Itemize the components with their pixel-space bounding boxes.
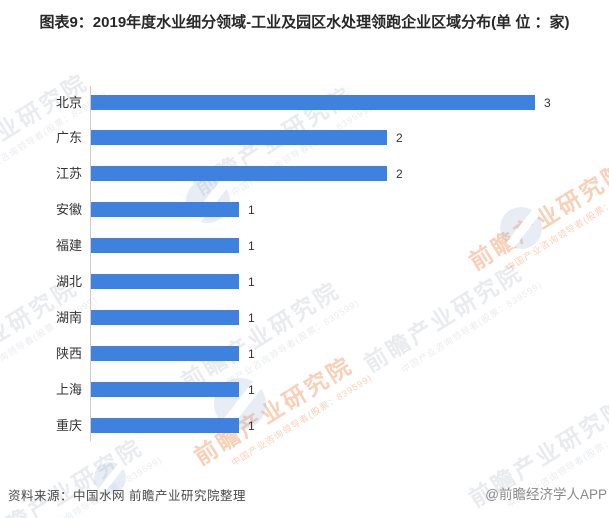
chart-row: 广东 2 xyxy=(0,130,609,146)
bar xyxy=(91,417,239,433)
bar xyxy=(91,238,239,254)
credit-note: @前瞻经济学人APP xyxy=(485,487,607,502)
category-label: 上海 xyxy=(55,381,82,397)
source-note: 资料来源：中国水网 前瞻产业研究院整理 xyxy=(8,489,246,503)
chart-row: 安徽 1 xyxy=(0,202,609,218)
value-label: 1 xyxy=(248,239,255,254)
bar xyxy=(91,309,239,325)
value-label: 1 xyxy=(248,310,255,325)
category-label: 江苏 xyxy=(55,166,82,182)
value-label: 1 xyxy=(248,418,255,433)
chart-row: 陕西 1 xyxy=(0,345,609,361)
category-label: 北京 xyxy=(55,94,82,110)
value-label: 1 xyxy=(248,203,255,218)
category-label: 湖南 xyxy=(55,309,82,325)
bar xyxy=(91,130,387,146)
value-label: 1 xyxy=(248,275,255,289)
value-label: 3 xyxy=(544,95,551,110)
chart-row: 北京 3 xyxy=(0,94,609,110)
category-label: 湖北 xyxy=(55,274,82,289)
bar xyxy=(91,166,387,182)
bar xyxy=(91,202,239,218)
value-label: 2 xyxy=(396,131,403,146)
value-label: 1 xyxy=(248,346,255,361)
category-label: 广东 xyxy=(55,130,82,146)
chart-title: 图表9：2019年度水业细分领域-工业及园区水处理领跑企业区域分布(单 位 ：家… xyxy=(39,14,570,31)
category-label: 福建 xyxy=(55,238,82,254)
category-label: 陕西 xyxy=(55,345,82,361)
chart-row: 福建 1 xyxy=(0,238,609,254)
chart-row: 上海 1 xyxy=(0,381,609,397)
chart-row: 江苏 2 xyxy=(0,166,609,182)
y-axis-line xyxy=(90,86,91,441)
bar xyxy=(91,345,239,361)
category-label: 重庆 xyxy=(55,417,82,433)
value-label: 1 xyxy=(248,382,255,397)
chart-row: 重庆 1 xyxy=(0,417,609,433)
chart-row: 湖北 1 xyxy=(0,274,609,289)
value-label: 2 xyxy=(396,167,403,182)
bar xyxy=(91,381,239,397)
chart-row: 湖南 1 xyxy=(0,309,609,325)
bar xyxy=(91,274,239,289)
bar xyxy=(91,94,535,110)
category-label: 安徽 xyxy=(55,202,82,218)
